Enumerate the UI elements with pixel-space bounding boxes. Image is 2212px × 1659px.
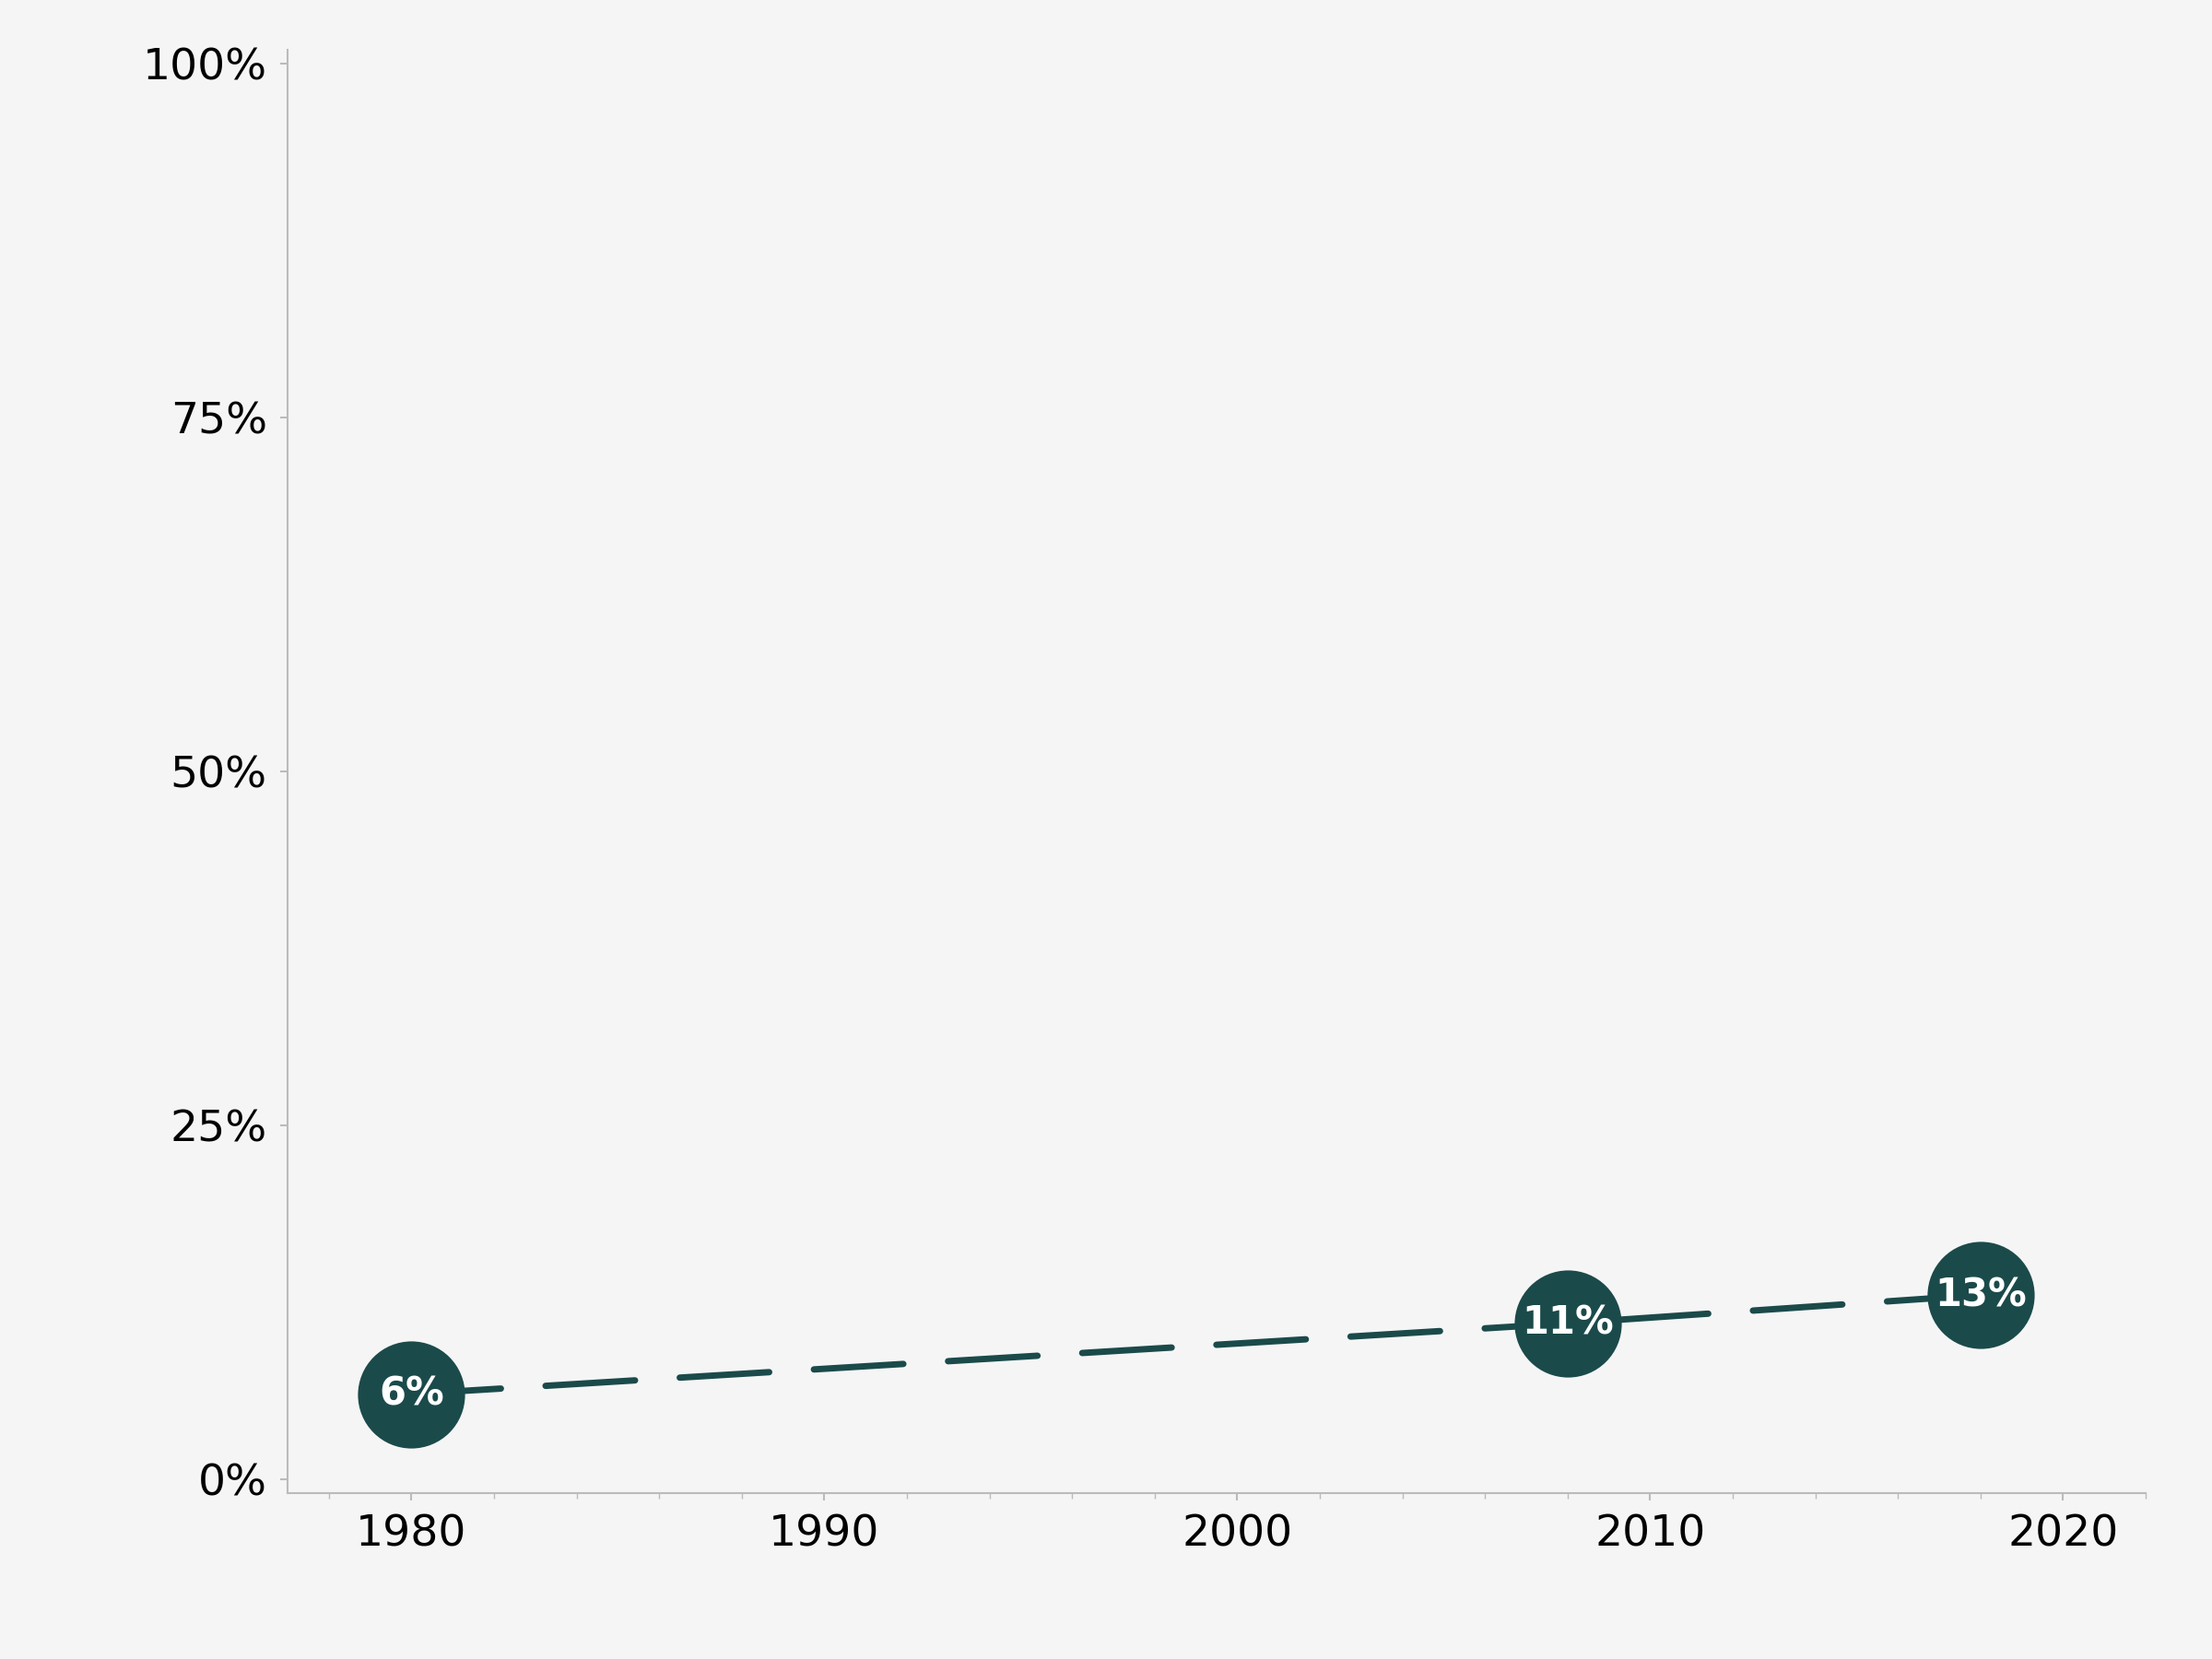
Text: 13%: 13% <box>1936 1276 2026 1314</box>
Text: 11%: 11% <box>1522 1304 1613 1342</box>
Point <box>1962 1282 1997 1309</box>
Point <box>394 1380 429 1407</box>
Point <box>1551 1311 1586 1337</box>
Text: 6%: 6% <box>378 1375 445 1413</box>
